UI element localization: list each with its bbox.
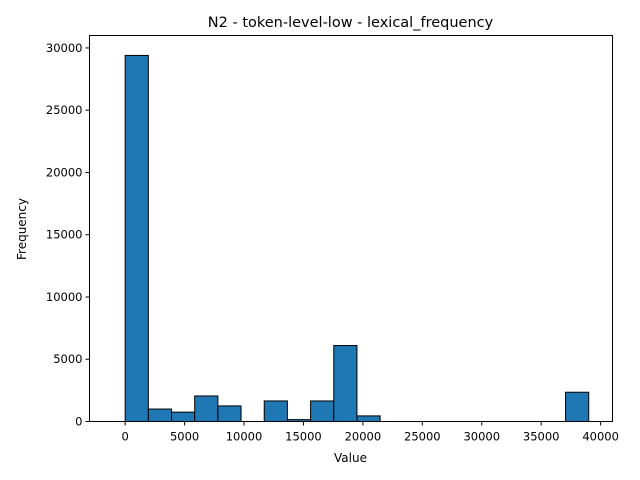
- y-axis-ticks: 0 5000 10000 15000 20000 25000 30000: [46, 41, 90, 429]
- y-tick-label: 20000: [46, 165, 83, 179]
- histogram-bar: [356, 415, 381, 422]
- bars-group: [124, 54, 590, 423]
- histogram-bar: [263, 400, 288, 422]
- histogram-bar: [310, 400, 335, 422]
- plot-frame: [89, 35, 613, 422]
- histogram-bar: [565, 391, 590, 422]
- x-axis-label: Value: [334, 451, 367, 465]
- x-tick-label: 40000: [582, 430, 619, 444]
- x-tick-label: 5000: [170, 430, 199, 444]
- y-tick-label: 25000: [46, 103, 83, 117]
- histogram-bar: [333, 345, 358, 423]
- x-tick-label: 0: [121, 430, 128, 444]
- y-tick-label: 5000: [53, 352, 82, 366]
- y-tick-label: 0: [75, 415, 82, 429]
- histogram-bar: [194, 395, 219, 422]
- x-tick-label: 25000: [404, 430, 441, 444]
- y-tick-label: 10000: [46, 290, 83, 304]
- histogram-bar: [124, 54, 149, 423]
- x-axis-ticks: 0 5000 10000 15000 20000 25000 30000 35000 40000: [121, 421, 619, 444]
- x-tick-label: 15000: [285, 430, 322, 444]
- y-tick-label: 15000: [46, 228, 83, 242]
- histogram-bar: [217, 405, 242, 423]
- y-tick-label: 30000: [46, 41, 83, 55]
- chart-title: N2 - token-level-low - lexical_frequency: [208, 15, 494, 31]
- y-axis-label: Frequency: [15, 198, 29, 260]
- x-tick-label: 20000: [345, 430, 382, 444]
- x-tick-label: 30000: [463, 430, 500, 444]
- x-tick-label: 10000: [226, 430, 263, 444]
- histogram-bar: [147, 408, 173, 423]
- histogram-bar: [171, 411, 196, 422]
- x-tick-label: 35000: [523, 430, 560, 444]
